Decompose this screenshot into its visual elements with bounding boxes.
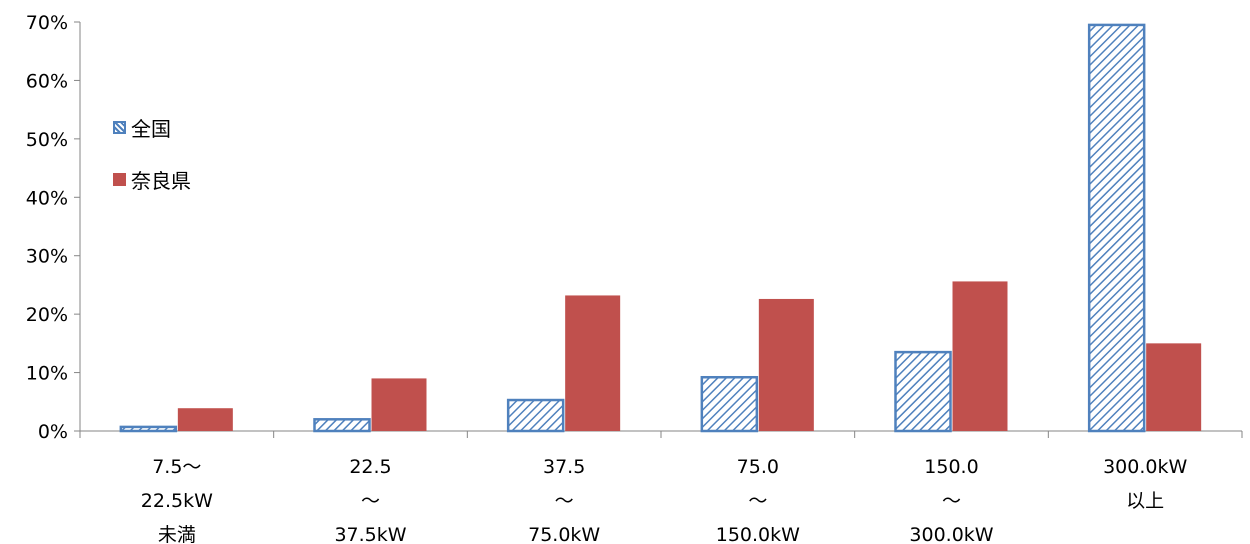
y-tick-label: 0%	[38, 421, 68, 443]
legend-swatch-nara	[113, 172, 126, 186]
legend-item-nara: 奈良県	[113, 164, 191, 194]
x-category-label: 75.0kW	[528, 524, 600, 544]
bar-national	[700, 375, 759, 433]
x-category-label: 300.0kW	[909, 524, 993, 544]
x-category-label: 150.0	[924, 456, 978, 478]
y-tick-label: 50%	[26, 129, 68, 151]
bars	[119, 23, 1202, 433]
y-tick-label: 20%	[26, 304, 68, 326]
bar-nara	[371, 378, 427, 431]
legend-item-national: 全国	[113, 112, 191, 142]
x-category-label: 〜	[555, 490, 574, 512]
axis-labels: 0% 10% 20% 30% 40% 50% 60% 70% 7.5〜 22.5kW 未満 22.5 〜…	[26, 12, 1188, 544]
x-category-label: 〜	[748, 490, 767, 512]
bar-nara	[177, 408, 233, 431]
bar-nara	[952, 281, 1008, 431]
x-category-label: 75.0	[737, 456, 779, 478]
x-category-label: 22.5kW	[141, 490, 213, 512]
legend-label-national: 全国	[131, 116, 171, 141]
x-category-label: 22.5	[349, 456, 391, 478]
bar-national	[313, 418, 371, 433]
bar-nara	[1146, 343, 1202, 431]
x-category-label: 〜	[942, 490, 961, 512]
x-category-label: 未満	[158, 524, 196, 544]
x-category-label: 37.5kW	[334, 524, 406, 544]
axes	[74, 21, 1243, 438]
bar-national	[1087, 23, 1146, 433]
x-category-label: 以上	[1126, 490, 1164, 512]
legend-label-nara: 奈良県	[131, 168, 191, 193]
x-category-label: 300.0kW	[1103, 456, 1187, 478]
x-category-label: 150.0kW	[716, 524, 800, 544]
legend-swatch-national	[113, 120, 126, 134]
bar-national	[506, 398, 565, 433]
bar-nara	[565, 295, 621, 431]
y-tick-label: 10%	[26, 363, 68, 385]
bar-national	[894, 350, 952, 433]
bar-national	[119, 425, 178, 433]
y-tick-label: 70%	[26, 12, 68, 34]
y-tick-label: 30%	[26, 246, 68, 268]
y-tick-label: 60%	[26, 70, 68, 92]
legend: 全国 奈良県	[113, 112, 191, 216]
x-category-label: 37.5	[543, 456, 585, 478]
y-tick-label: 40%	[26, 187, 68, 209]
x-category-label: 7.5〜	[152, 456, 201, 478]
x-category-label: 〜	[361, 490, 380, 512]
bar-nara	[758, 298, 814, 431]
